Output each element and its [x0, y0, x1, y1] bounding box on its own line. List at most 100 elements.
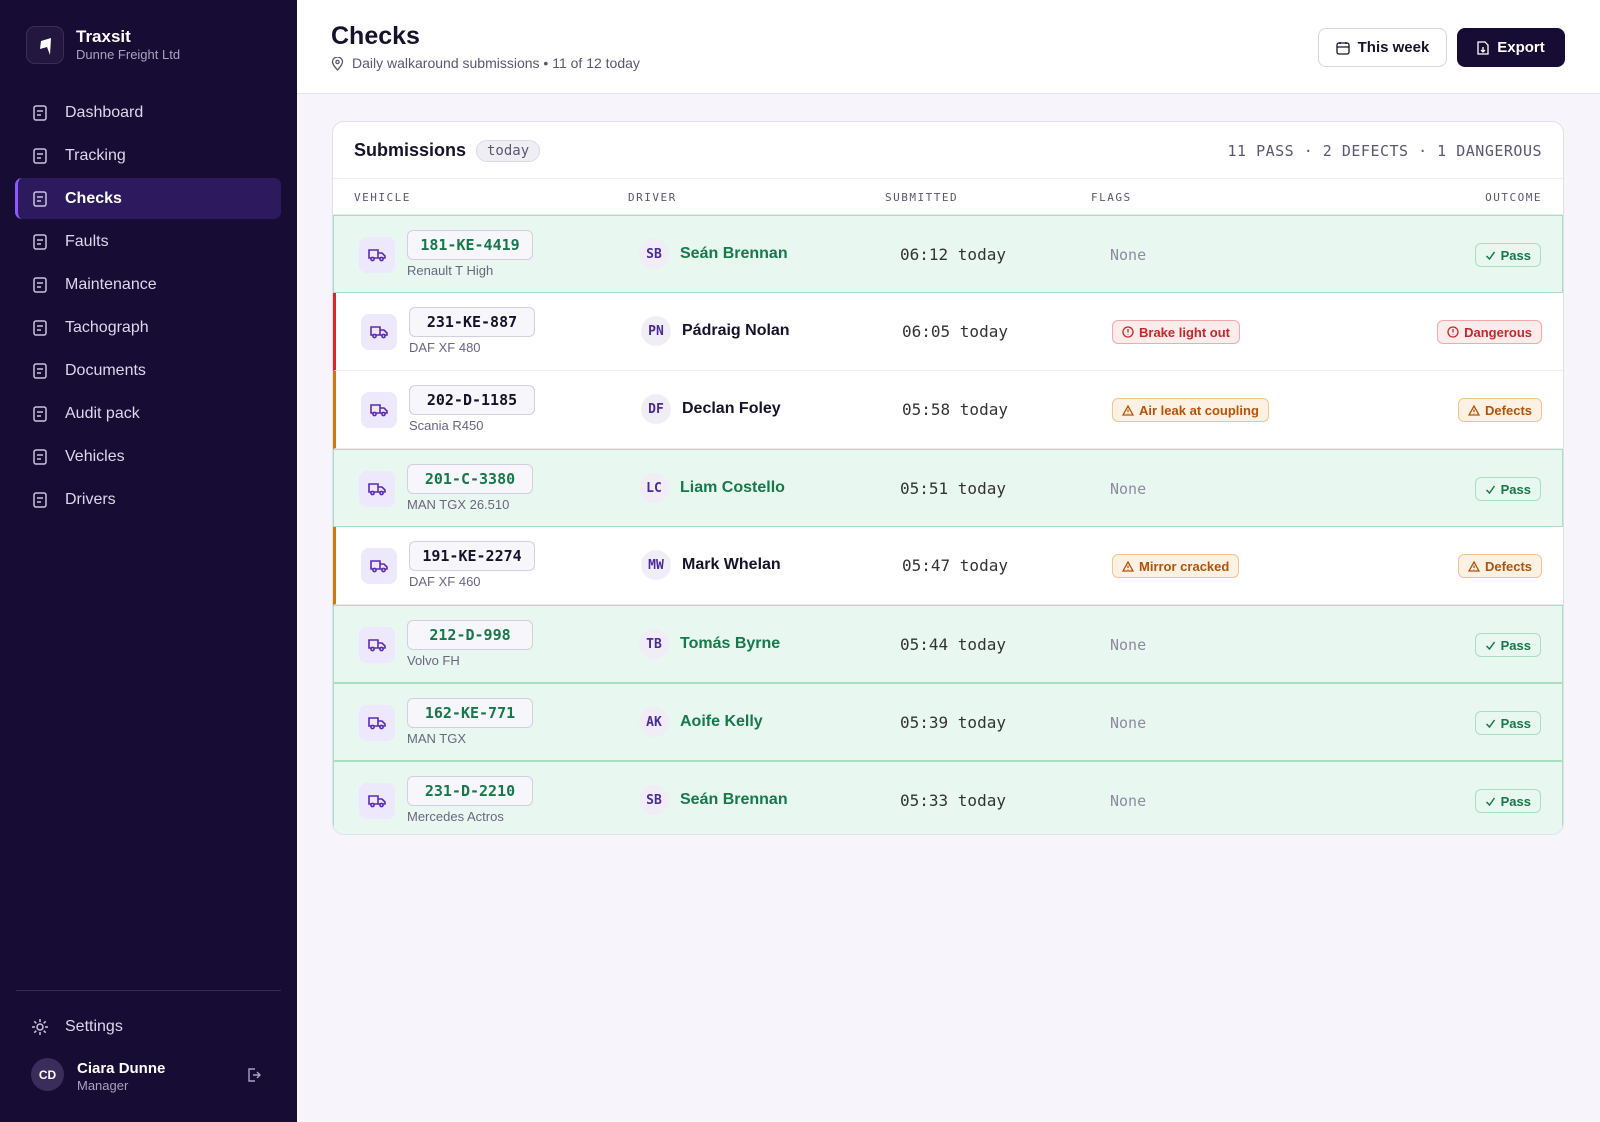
vehicle-reg: 202-D-1185 — [409, 385, 535, 415]
export-label: Export — [1497, 39, 1545, 56]
outcome-pill: Pass — [1474, 633, 1541, 657]
submission-row[interactable]: 191-KE-2274 DAF XF 460 MW Mark Whelan 05:47 … — [333, 527, 1563, 605]
submitted-time: 05:44 today — [900, 635, 1006, 654]
vehicle-reg: 191-KE-2274 — [409, 541, 535, 571]
nav-label: Vehicles — [65, 447, 125, 465]
user-name: Ciara Dunne — [77, 1060, 166, 1077]
nav-item[interactable]: Drivers — [15, 479, 281, 520]
pin-icon — [331, 57, 344, 71]
submission-row[interactable]: 201-C-3380 MAN TGX 26.510 LC Liam Costello 0… — [333, 449, 1563, 527]
flag-pill: Mirror cracked — [1112, 554, 1240, 578]
outcome-text: Pass — [1500, 637, 1531, 653]
nav-label: Faults — [65, 232, 109, 250]
outcome-text: Pass — [1500, 793, 1531, 809]
nav-label: Tachograph — [65, 318, 149, 336]
settings-label: Settings — [65, 1017, 123, 1035]
export-button[interactable]: Export — [1457, 28, 1565, 67]
nav-item[interactable]: Audit pack — [15, 393, 281, 434]
nav-item[interactable]: Vehicles — [15, 436, 281, 477]
outcome-pill: Pass — [1474, 477, 1541, 501]
nav-item[interactable]: Maintenance — [15, 264, 281, 305]
driver-name: Seán Brennan — [680, 791, 788, 808]
nav-item[interactable]: Faults — [15, 221, 281, 262]
outcome-text: Pass — [1500, 715, 1531, 731]
submissions-card: Submissions today 11 PASS · 2 DEFECTS · … — [332, 121, 1564, 835]
vehicle-model: MAN TGX 26.510 — [407, 497, 510, 512]
vehicle-icon — [361, 548, 397, 584]
submitted-time: 05:39 today — [900, 713, 1006, 732]
divider — [16, 990, 281, 991]
logout-icon[interactable] — [247, 1068, 261, 1082]
driver-name: Liam Costello — [680, 479, 785, 496]
submission-row[interactable]: 231-KE-887 DAF XF 480 PN Pádraig Nolan 06:05… — [333, 293, 1563, 371]
nav-item[interactable]: Dashboard — [15, 92, 281, 133]
flag-text: Brake light out — [1139, 324, 1231, 340]
driver-initials: LC — [639, 473, 669, 503]
nav-item[interactable]: Checks — [15, 178, 281, 219]
vehicle-reg: 231-KE-887 — [409, 307, 535, 337]
submitted-time: 05:51 today — [900, 479, 1006, 498]
vehicle-model: Volvo FH — [407, 653, 460, 668]
vehicle-icon — [359, 237, 395, 273]
settings: Settings — [15, 1006, 281, 1049]
vehicle-reg: 162-KE-771 — [407, 698, 533, 728]
nav-item[interactable]: Tachograph — [15, 307, 281, 348]
submitted-time: 05:33 today — [900, 791, 1006, 810]
driver-name: Mark Whelan — [682, 556, 781, 573]
submission-row[interactable]: 212-D-998 Volvo FH TB Tomás Byrne 05:44 toda… — [333, 605, 1563, 683]
flag-none: None — [1110, 636, 1147, 654]
outcome-text: Defects — [1485, 558, 1532, 574]
driver-initials: SB — [639, 239, 669, 269]
nav-item[interactable]: Documents — [15, 350, 281, 391]
vehicle-icon — [361, 314, 397, 350]
driver-initials: MW — [641, 550, 671, 580]
user[interactable]: CD Ciara Dunne Manager — [31, 1058, 281, 1094]
flag-text: Air leak at coupling — [1139, 402, 1259, 418]
nav-label: Checks — [65, 189, 122, 207]
outcome-pill: Defects — [1458, 398, 1542, 422]
driver-name: Seán Brennan — [680, 245, 788, 262]
outcome-text: Pass — [1500, 247, 1531, 263]
nav-item[interactable]: Tracking — [15, 135, 281, 176]
sidebar: Traxsit Dunne Freight Ltd Dashboard Track… — [0, 0, 297, 1122]
vehicle-reg: 212-D-998 — [407, 620, 533, 650]
column-label: OUTCOME — [1485, 191, 1542, 204]
nav: Dashboard Tracking Checks Faults Maintenance… — [15, 92, 281, 522]
flag-none: None — [1110, 792, 1147, 810]
range-label: This week — [1357, 39, 1430, 56]
vehicle-reg: 231-D-2210 — [407, 776, 533, 806]
nav-label: Maintenance — [65, 275, 157, 293]
nav-label: Drivers — [65, 490, 116, 508]
vehicle-reg: 201-C-3380 — [407, 464, 533, 494]
summary: 11 PASS · 2 DEFECTS · 1 DANGEROUS — [1227, 142, 1542, 160]
driver-initials: PN — [641, 316, 671, 346]
vehicle-icon — [359, 783, 395, 819]
range-button[interactable]: This week — [1318, 28, 1447, 67]
user-avatar: CD — [31, 1058, 64, 1091]
submission-row[interactable]: 181-KE-4419 Renault T High SB Seán Brennan 0… — [333, 215, 1563, 293]
nav-label: Audit pack — [65, 404, 140, 422]
submission-row[interactable]: 202-D-1185 Scania R450 DF Declan Foley 05:58… — [333, 371, 1563, 449]
flag-none: None — [1110, 480, 1147, 498]
submitted-time: 06:05 today — [902, 322, 1008, 341]
nav-label: Dashboard — [65, 103, 144, 121]
submission-row[interactable]: 231-D-2210 Mercedes Actros SB Seán Brennan 0… — [333, 761, 1563, 834]
vehicle-icon — [359, 627, 395, 663]
vehicle-icon — [359, 471, 395, 507]
nav-label: Tracking — [65, 146, 126, 164]
submission-row[interactable]: 162-KE-771 MAN TGX AK Aoife Kelly 05:39 toda… — [333, 683, 1563, 761]
settings-link[interactable]: Settings — [15, 1006, 281, 1047]
driver-name: Pádraig Nolan — [682, 322, 790, 339]
vehicle-model: Mercedes Actros — [407, 809, 504, 824]
flag-pill: Brake light out — [1112, 320, 1241, 344]
column-header: VEHICLE DRIVER SUBMITTED FLAGS OUTCOME — [333, 178, 1563, 215]
outcome-pill: Defects — [1458, 554, 1542, 578]
outcome-pill: Pass — [1474, 789, 1541, 813]
outcome-text: Dangerous — [1464, 324, 1532, 340]
driver-initials: DF — [641, 394, 671, 424]
driver-name: Aoife Kelly — [680, 713, 763, 730]
vehicle-model: DAF XF 460 — [409, 574, 481, 589]
vehicle-model: Renault T High — [407, 263, 494, 278]
